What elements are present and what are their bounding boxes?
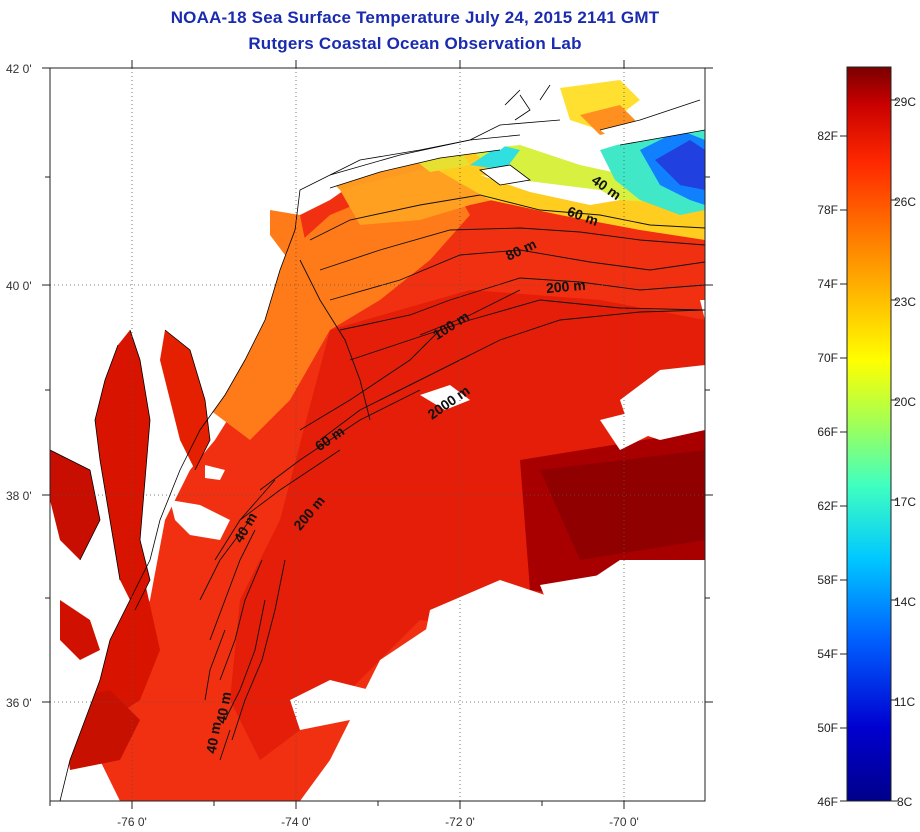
sst-field <box>50 68 705 801</box>
colorbar-f-label: 78F <box>817 203 838 217</box>
colorbar-f-label: 66F <box>817 425 838 439</box>
colorbar-c-label: 23C <box>894 295 916 309</box>
colorbar-c-label: 8C <box>897 795 913 809</box>
temperature-colorbar <box>846 66 892 802</box>
lat-label-42: 42 0' <box>6 62 32 76</box>
colorbar-f-label: 70F <box>817 351 838 365</box>
bathymetry-contours <box>199 194 705 761</box>
map-title: NOAA-18 Sea Surface Temperature July 24,… <box>170 8 660 27</box>
colorbar-c-label: 29C <box>894 95 916 109</box>
map-subtitle: Rutgers Coastal Ocean Observation Lab <box>248 34 582 53</box>
colorbar-f-label: 46F <box>817 795 838 809</box>
colorbar-f-label: 54F <box>817 647 838 661</box>
colorbar-ticks <box>840 99 898 802</box>
lon-label-76: -76 0' <box>117 815 147 829</box>
colorbar-f-label: 82F <box>817 129 838 143</box>
lon-label-72: -72 0' <box>445 815 475 829</box>
colorbar-c-label: 26C <box>894 195 916 209</box>
contour-label: 200 m <box>545 277 586 296</box>
colorbar-c-label: 17C <box>894 495 916 509</box>
axis-ticks <box>42 60 713 809</box>
colorbar-c-label: 14C <box>894 595 916 609</box>
coastline <box>50 84 705 801</box>
lon-label-74: -74 0' <box>281 815 311 829</box>
colorbar-f-label: 58F <box>817 573 838 587</box>
colorbar-c-label: 20C <box>894 395 916 409</box>
lat-label-36: 36 0' <box>6 696 32 710</box>
colorbar-f-label: 62F <box>817 499 838 513</box>
lat-label-38: 38 0' <box>6 489 32 503</box>
lon-label-70: -70 0' <box>609 815 639 829</box>
colorbar-f-label: 50F <box>817 721 838 735</box>
contour-label: 40 m <box>203 720 224 754</box>
colorbar-f-label: 74F <box>817 277 838 291</box>
lat-label-40: 40 0' <box>6 279 32 293</box>
contour-label: 40 m <box>213 690 234 724</box>
colorbar-c-label: 11C <box>894 695 915 709</box>
